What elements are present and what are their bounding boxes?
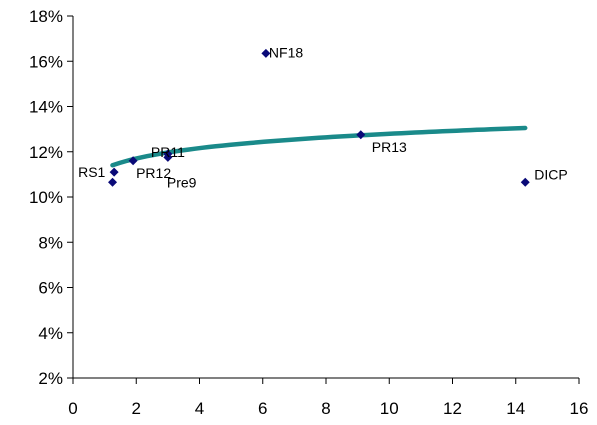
x-tick-label: 10	[380, 399, 399, 418]
point-label: PR11	[151, 144, 185, 160]
y-tick-label: 2%	[38, 369, 63, 388]
data-point	[356, 130, 366, 140]
point-label: RS1	[78, 164, 105, 180]
y-tick-label: 4%	[38, 324, 63, 343]
data-point	[109, 167, 119, 177]
y-axis-ticks: 2% 4% 6% 8% 10% 12% 14% 16% 18%	[29, 7, 73, 388]
data-point	[163, 152, 173, 162]
y-tick-label: 8%	[38, 233, 63, 252]
point-labels: RS1 PR12 PR11 Pre9 NF18 PR13 DICP	[78, 44, 568, 190]
x-tick-label: 14	[506, 399, 525, 418]
y-tick-label: 10%	[29, 188, 63, 207]
trendline	[110, 125, 528, 168]
y-tick-label: 16%	[29, 52, 63, 71]
point-label: NF18	[269, 44, 303, 60]
x-tick-label: 8	[321, 399, 330, 418]
x-tick-label: 2	[132, 399, 141, 418]
data-point	[128, 156, 138, 166]
x-axis-ticks: 0 2 4 6 8 10 12 14 16	[68, 378, 588, 418]
point-label: DICP	[534, 166, 567, 182]
y-tick-label: 6%	[38, 279, 63, 298]
x-tick-label: 0	[68, 399, 77, 418]
data-point	[520, 177, 530, 187]
y-tick-label: 18%	[29, 7, 63, 26]
y-tick-label: 12%	[29, 143, 63, 162]
x-tick-label: 16	[570, 399, 589, 418]
x-tick-label: 6	[258, 399, 267, 418]
x-tick-label: 4	[195, 399, 204, 418]
y-tick-label: 14%	[29, 98, 63, 117]
point-label: Pre9	[167, 174, 197, 190]
x-tick-label: 12	[443, 399, 462, 418]
axes	[72, 16, 579, 379]
point-label: PR13	[372, 139, 407, 155]
data-points	[108, 48, 530, 187]
point-label: PR12	[136, 165, 171, 181]
data-point	[261, 48, 271, 58]
data-point	[108, 177, 118, 187]
